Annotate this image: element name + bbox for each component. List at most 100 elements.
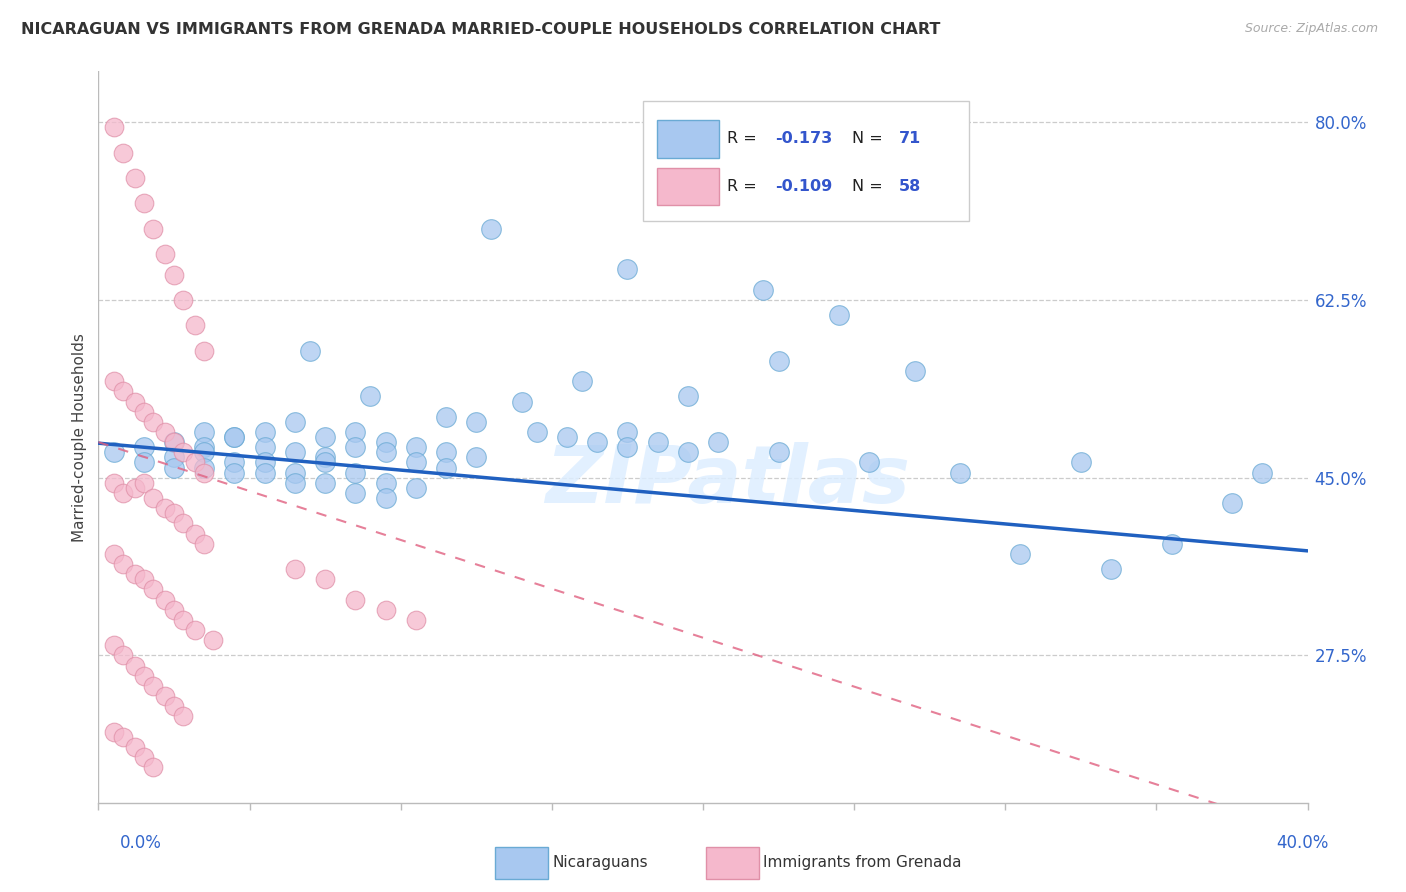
Point: [184, 526, 207, 541]
Point: [586, 435, 609, 450]
Point: [124, 171, 146, 186]
Point: [858, 455, 880, 469]
Point: [193, 537, 215, 551]
Point: [172, 516, 194, 531]
Point: [314, 455, 336, 469]
Point: [153, 592, 176, 607]
Point: [142, 415, 165, 429]
Point: [103, 724, 125, 739]
Point: [284, 445, 307, 459]
Point: [224, 430, 246, 444]
Point: [253, 440, 276, 454]
Point: [193, 466, 215, 480]
Point: [752, 283, 775, 297]
Point: [314, 450, 336, 465]
Point: [163, 450, 186, 465]
Point: [132, 475, 155, 490]
Point: [224, 455, 246, 469]
Point: [434, 409, 457, 424]
Text: N =: N =: [852, 131, 883, 146]
Point: [284, 475, 307, 490]
Point: [111, 557, 134, 571]
Text: ZIPatlas: ZIPatlas: [544, 442, 910, 520]
Point: [103, 445, 125, 459]
Point: [616, 425, 638, 439]
Point: [163, 699, 186, 714]
Point: [172, 293, 194, 307]
Point: [193, 445, 215, 459]
Text: 71: 71: [898, 131, 921, 146]
Point: [1160, 537, 1182, 551]
Point: [163, 435, 186, 450]
Point: [103, 638, 125, 652]
Point: [284, 562, 307, 576]
Point: [253, 466, 276, 480]
Point: [284, 415, 307, 429]
Point: [676, 389, 699, 403]
Point: [132, 405, 155, 419]
Point: [103, 120, 125, 135]
Point: [124, 481, 146, 495]
Point: [132, 750, 155, 764]
Point: [224, 466, 246, 480]
Text: Source: ZipAtlas.com: Source: ZipAtlas.com: [1244, 22, 1378, 36]
Point: [481, 222, 503, 236]
Point: [344, 440, 367, 454]
Point: [111, 145, 134, 160]
Point: [949, 466, 972, 480]
Point: [132, 455, 155, 469]
Text: 40.0%: 40.0%: [1277, 834, 1329, 852]
Point: [828, 308, 851, 322]
Point: [344, 425, 367, 439]
Point: [124, 739, 146, 754]
Point: [193, 343, 215, 358]
Point: [132, 196, 155, 211]
Point: [405, 481, 427, 495]
Point: [184, 623, 207, 637]
Point: [163, 435, 186, 450]
Point: [142, 582, 165, 597]
Point: [616, 262, 638, 277]
Point: [344, 486, 367, 500]
Point: [184, 455, 207, 469]
Point: [142, 679, 165, 693]
Point: [676, 445, 699, 459]
Point: [374, 603, 396, 617]
Point: [111, 730, 134, 744]
Point: [163, 603, 186, 617]
Point: [284, 466, 307, 480]
Point: [124, 658, 146, 673]
Text: -0.173: -0.173: [776, 131, 832, 146]
Point: [163, 460, 186, 475]
Point: [253, 455, 276, 469]
Point: [616, 440, 638, 454]
Point: [132, 440, 155, 454]
Point: [153, 247, 176, 261]
Point: [163, 268, 186, 282]
Point: [737, 120, 759, 135]
Point: [374, 435, 396, 450]
Point: [124, 567, 146, 582]
Point: [465, 450, 488, 465]
Point: [172, 445, 194, 459]
Point: [434, 460, 457, 475]
Point: [1220, 496, 1243, 510]
Point: [111, 384, 134, 399]
FancyBboxPatch shape: [657, 120, 718, 158]
Point: [647, 435, 669, 450]
Text: 0.0%: 0.0%: [120, 834, 162, 852]
Point: [374, 491, 396, 505]
Point: [1010, 547, 1032, 561]
Point: [153, 425, 176, 439]
Point: [111, 648, 134, 663]
Point: [103, 374, 125, 388]
FancyBboxPatch shape: [643, 101, 969, 221]
Point: [253, 425, 276, 439]
Point: [314, 572, 336, 586]
Point: [768, 354, 790, 368]
Point: [555, 430, 578, 444]
Text: 58: 58: [898, 179, 921, 194]
Point: [1099, 562, 1122, 576]
Point: [111, 486, 134, 500]
Point: [184, 318, 207, 333]
